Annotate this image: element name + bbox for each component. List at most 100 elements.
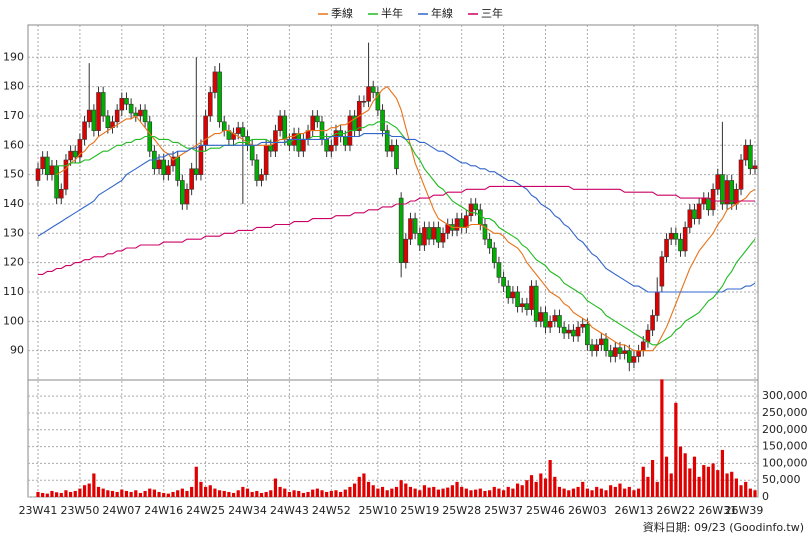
volume-bar <box>571 488 576 497</box>
candle-body <box>277 115 283 131</box>
candle-body <box>119 98 125 111</box>
candle-body <box>342 136 348 146</box>
candle-body <box>91 109 97 131</box>
volume-bar <box>59 492 63 497</box>
candle-body <box>473 203 478 211</box>
x-tick-label: 24W34 <box>228 504 267 517</box>
volume-bar <box>269 490 273 497</box>
x-tick-label: 25W46 <box>526 504 565 517</box>
volume-bar <box>101 488 105 497</box>
volume-bar <box>664 456 669 497</box>
candle-body <box>240 127 246 137</box>
volume-bar <box>306 491 310 497</box>
volume-bar <box>725 473 729 497</box>
candle-body <box>589 344 595 351</box>
volume-bar <box>655 481 659 497</box>
volume-bar <box>166 493 170 497</box>
y2-tick-label: 300,000 <box>762 389 808 402</box>
volume-bar <box>115 491 119 497</box>
volume-bar <box>264 491 268 497</box>
plot-frame <box>27 24 759 498</box>
volume-bar <box>143 490 147 497</box>
volume-bar <box>334 490 338 497</box>
volume-bar <box>390 488 394 497</box>
candle-body <box>142 109 148 123</box>
y-tick-label: 150 <box>3 168 24 181</box>
candle-body <box>729 180 735 205</box>
volume-bar <box>515 483 520 497</box>
volume-bar <box>259 492 264 497</box>
candle-body <box>384 130 390 152</box>
volume-bar <box>599 488 603 497</box>
candle-body <box>538 312 544 322</box>
x-tick-label: 26W39 <box>725 504 764 517</box>
ma-line <box>38 185 755 275</box>
volume-bar <box>110 490 115 497</box>
volume-bar <box>152 489 156 497</box>
volume-bar <box>208 485 212 497</box>
candle-body <box>329 144 334 152</box>
volume-bar <box>376 488 380 497</box>
candle-body <box>580 323 586 328</box>
candle-body <box>207 92 213 117</box>
volume-bar <box>68 491 73 497</box>
volume-bar <box>483 490 487 497</box>
candle-body <box>408 218 413 240</box>
candle-body <box>575 326 581 337</box>
volume-bar <box>325 491 329 497</box>
candle-body <box>636 350 641 357</box>
candle-body <box>468 203 474 217</box>
candle-body <box>687 209 693 228</box>
volume-bar <box>320 490 324 497</box>
candle-body <box>622 350 627 354</box>
volume-bar <box>623 488 627 497</box>
volume-bar <box>427 487 431 497</box>
volume-bar <box>278 486 282 497</box>
volume-bar <box>553 476 557 497</box>
candle-body <box>417 233 423 246</box>
y-tick-label: 160 <box>3 138 24 151</box>
candle-body <box>501 277 506 287</box>
y2-tick-label: 100,000 <box>762 456 808 469</box>
candle-body <box>459 218 464 228</box>
volume-bar <box>408 486 413 497</box>
volume-bar <box>311 489 315 497</box>
candle-body <box>487 238 492 249</box>
volume-bar <box>385 490 389 497</box>
volume-bar <box>399 480 403 497</box>
volume-bar <box>380 486 385 497</box>
volume-bar <box>217 490 222 497</box>
volume-bar <box>92 473 96 497</box>
candle-body <box>184 188 190 205</box>
candle-body <box>552 315 558 322</box>
candle-body <box>161 159 167 175</box>
volume-bar <box>506 486 510 497</box>
volume-bar <box>632 490 636 497</box>
candle-body <box>259 174 264 181</box>
candle-body <box>524 303 530 310</box>
candle-body <box>440 233 446 243</box>
candle-body <box>403 238 409 263</box>
x-tick-label: 25W37 <box>484 504 523 517</box>
volume-bar <box>720 449 725 497</box>
candle-body <box>175 156 180 181</box>
volume-bar <box>45 493 49 497</box>
ma-line <box>56 85 756 352</box>
candle-body <box>566 329 572 334</box>
candle-body <box>701 197 707 205</box>
legend-label: 三年 <box>481 6 503 20</box>
y2-tick-label: 50,000 <box>762 473 801 486</box>
legend-label: 半年 <box>381 6 403 20</box>
volume-bar <box>739 485 743 497</box>
volume-bar <box>180 488 184 497</box>
candle-body <box>748 144 753 170</box>
volume-bar <box>711 463 715 497</box>
candle-body <box>105 115 111 128</box>
volume-bar <box>660 379 664 497</box>
candle-body <box>720 174 725 205</box>
volume-bar <box>138 492 143 497</box>
candle-body <box>505 285 511 299</box>
candle-body <box>561 326 567 334</box>
candle-body <box>436 227 441 243</box>
x-tick-label: 24W43 <box>270 504 309 517</box>
